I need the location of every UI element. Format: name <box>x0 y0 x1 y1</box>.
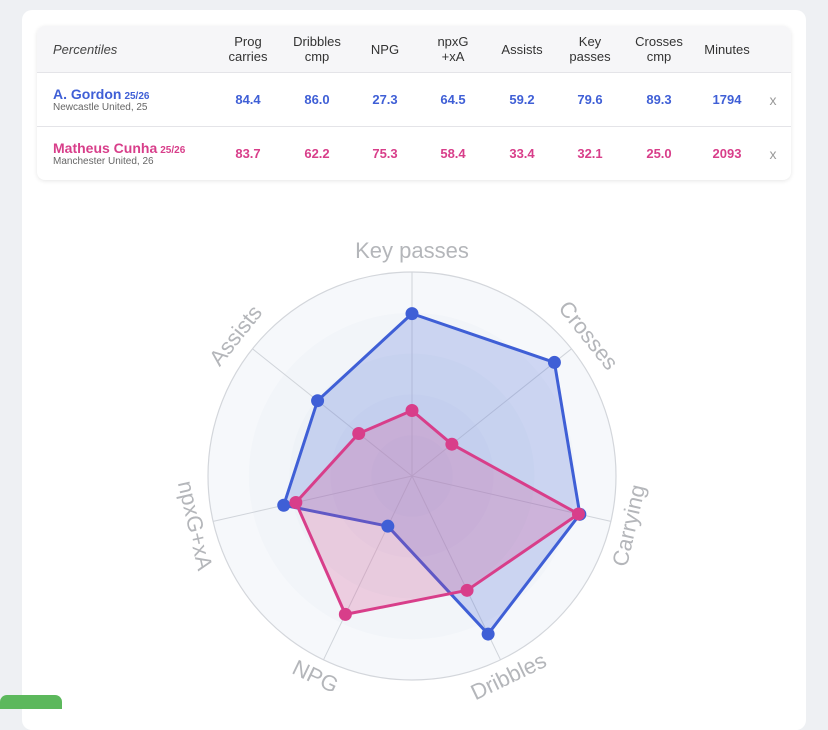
radar-point <box>289 496 303 510</box>
player-team: Newcastle United, 25 <box>53 102 148 113</box>
col-header-minutes[interactable]: Minutes <box>704 41 750 57</box>
player-team: Manchester United, 26 <box>53 156 154 167</box>
remove-player-button[interactable]: x <box>769 91 777 108</box>
radar-spoke <box>213 475 413 522</box>
radar-point <box>445 437 459 451</box>
col-header-key-passes[interactable]: Key passes <box>569 34 611 64</box>
player-name[interactable]: Matheus Cunha 25/26 <box>53 140 185 156</box>
player-name-text[interactable]: Matheus Cunha <box>53 140 158 156</box>
value-crosses-cmp: 25.0 <box>646 146 672 161</box>
col-header-npg[interactable]: NPG <box>370 41 400 57</box>
radar-spoke <box>411 348 572 477</box>
table-header: Percentiles Prog carries Dribbles cmp NP… <box>37 26 791 73</box>
value-npxg-xa: 58.4 <box>440 146 466 161</box>
radar-point <box>352 427 366 441</box>
radar-point <box>381 519 395 533</box>
radar-point <box>338 607 352 621</box>
col-header-assists[interactable]: Assists <box>501 41 543 57</box>
radar-point <box>277 498 291 512</box>
table-row: Matheus Cunha 25/26 Manchester United, 26… <box>37 127 791 180</box>
value-prog-carries: 83.7 <box>235 146 261 161</box>
player-season: 25/26 <box>124 91 150 102</box>
col-header-prog-carries[interactable]: Prog carries <box>228 34 268 64</box>
table-row: A. Gordon 25/26 Newcastle United, 25 84.4… <box>37 73 791 127</box>
player-name-text[interactable]: A. Gordon <box>53 86 122 102</box>
col-header-crosses-cmp[interactable]: Crosses cmp <box>635 34 683 64</box>
value-dribbles-cmp: 62.2 <box>304 146 330 161</box>
green-action-button[interactable] <box>0 695 62 709</box>
radar-spoke <box>323 475 413 661</box>
value-npxg-xa: 64.5 <box>440 92 466 107</box>
radar-point <box>460 583 474 597</box>
radar-point <box>405 404 419 418</box>
value-key-passes: 79.6 <box>577 92 603 107</box>
value-assists: 33.4 <box>509 146 535 161</box>
radar-spoke <box>252 348 413 477</box>
radar-point <box>405 307 419 321</box>
player-name[interactable]: A. Gordon 25/26 <box>53 86 149 102</box>
value-key-passes: 32.1 <box>577 146 603 161</box>
col-header-npxg-xa[interactable]: npxG +xA <box>437 34 469 64</box>
radar-axis-label: Key passes <box>355 238 469 263</box>
radar-series-2-area <box>294 409 580 616</box>
col-header-dribbles-cmp[interactable]: Dribbles cmp <box>293 34 341 64</box>
table-title: Percentiles <box>53 41 118 57</box>
player-season: 25/26 <box>160 145 186 156</box>
value-prog-carries: 84.4 <box>235 92 261 107</box>
value-crosses-cmp: 89.3 <box>646 92 672 107</box>
radar-chart: Key passesCrossesCarryingDribblesNPGnpxG… <box>173 238 650 702</box>
radar-point <box>571 507 585 521</box>
percentiles-table: Percentiles Prog carries Dribbles cmp NP… <box>37 26 791 180</box>
remove-player-button[interactable]: x <box>769 145 777 162</box>
value-minutes: 1794 <box>712 92 742 107</box>
radar-point <box>311 394 325 408</box>
radar-series-1-area <box>282 312 582 636</box>
value-minutes: 2093 <box>712 146 742 161</box>
radar-point <box>481 627 495 641</box>
value-npg: 27.3 <box>372 92 398 107</box>
value-npg: 75.3 <box>372 146 398 161</box>
radar-point <box>547 355 561 369</box>
value-dribbles-cmp: 86.0 <box>304 92 330 107</box>
value-assists: 59.2 <box>509 92 535 107</box>
